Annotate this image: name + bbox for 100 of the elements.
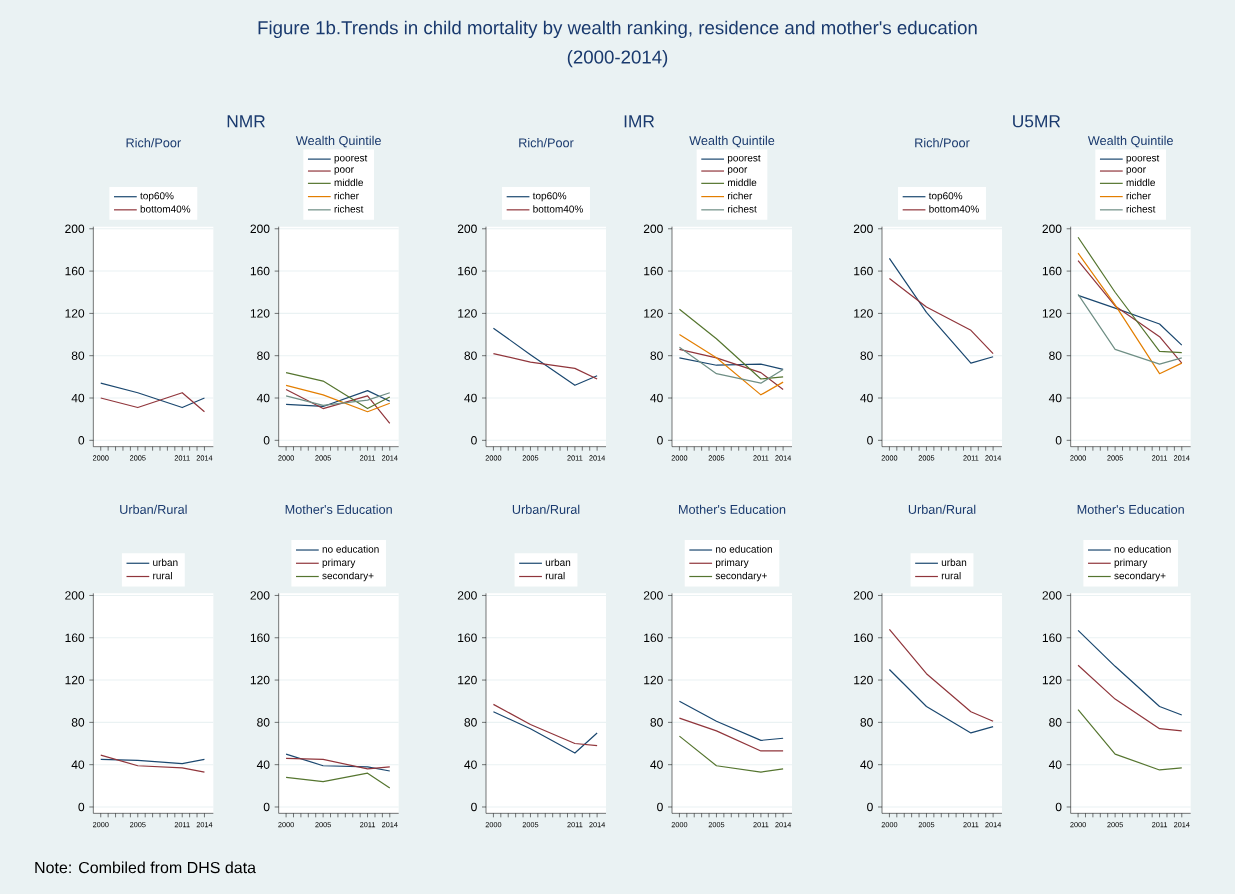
y-tick-label: 40 (71, 393, 85, 403)
y-tick-label: 120 (65, 675, 85, 685)
y-tick-label: 80 (464, 718, 477, 727)
line-series (678, 348, 784, 391)
legend-label: rural (153, 571, 172, 580)
legend-label: bottom40% (533, 205, 583, 213)
line-series (678, 333, 784, 396)
legend-label: top60% (532, 192, 567, 202)
y-tick-label: 40 (71, 760, 85, 769)
legend-label: richest (334, 205, 364, 213)
y-tick-label: 120 (458, 675, 477, 685)
y-tick-label: 200 (643, 591, 663, 600)
chart-title: Urban/Rural (512, 504, 580, 514)
chart-title: Wealth Quintile (689, 135, 775, 148)
line-series (492, 352, 598, 380)
y-tick-label: 160 (854, 633, 873, 643)
chart-title: Rich/Poor (126, 137, 181, 148)
chart-title: Mother's Education (1077, 504, 1184, 514)
y-tick-label: 0 (1055, 436, 1062, 445)
legend-label: bottom40% (140, 205, 191, 213)
y-tick-label: 80 (257, 351, 270, 360)
y-tick-label: 40 (860, 760, 873, 769)
line-series (100, 754, 206, 773)
y-tick-label: 80 (650, 351, 663, 360)
line-series (678, 308, 784, 380)
y-tick-label: 120 (644, 675, 663, 685)
y-tick-label: 0 (263, 436, 270, 445)
line-series (1077, 629, 1183, 716)
y-tick-label: 200 (1042, 591, 1062, 600)
y-tick-label: 120 (1042, 675, 1062, 685)
y-tick-label: 200 (65, 224, 85, 234)
y-tick-label: 200 (457, 591, 477, 600)
legend-label: primary (1114, 558, 1148, 568)
legend-label: no education (1114, 545, 1171, 553)
legend-label: secondary+ (322, 571, 374, 582)
line-series (888, 668, 994, 734)
legend-label: urban (153, 558, 178, 566)
line-series (1077, 293, 1183, 365)
text: IMR (624, 115, 655, 128)
y-tick-label: 40 (1048, 760, 1062, 769)
line-series (492, 711, 598, 754)
y-tick-label: 80 (650, 718, 663, 727)
y-tick-label: 120 (854, 675, 873, 685)
y-tick-label: 120 (65, 309, 85, 318)
y-tick-label: 0 (471, 802, 477, 812)
legend-label: richer (334, 191, 359, 200)
y-tick-label: 200 (1042, 224, 1062, 234)
legend-label: poorest (727, 154, 761, 164)
legend-label: top60% (140, 192, 174, 202)
legend-label: poorest (334, 154, 368, 164)
legend-label: secondary+ (1114, 571, 1166, 582)
y-tick-label: 80 (464, 351, 477, 360)
line-series (285, 757, 391, 770)
text: U5MR (1013, 115, 1061, 128)
y-tick-label: 200 (853, 224, 873, 234)
y-tick-label: 160 (644, 633, 663, 643)
y-tick-label: 0 (867, 802, 873, 812)
legend-label: urban (941, 558, 967, 566)
y-tick-label: 120 (1042, 309, 1062, 318)
legend-label: top60% (928, 192, 963, 202)
line-series (100, 392, 206, 413)
y-tick-label: 120 (250, 675, 270, 685)
chart-title: Mother's Education (285, 504, 392, 514)
y-tick-label: 160 (458, 266, 477, 276)
line-series (285, 772, 391, 789)
legend-label: middle (334, 178, 363, 187)
legend-label: urban (545, 558, 571, 566)
y-tick-label: 0 (263, 802, 270, 812)
text: (2000-2014) (567, 49, 668, 68)
line-series (1077, 709, 1183, 771)
y-tick-label: 160 (458, 633, 477, 643)
line-series (285, 384, 391, 413)
y-tick-label: 40 (464, 760, 477, 769)
legend-label: middle (727, 178, 757, 187)
y-tick-label: 0 (657, 802, 663, 812)
y-tick-label: 40 (464, 393, 477, 403)
line-series (678, 735, 784, 773)
line-series (1077, 236, 1183, 354)
line-series (678, 346, 784, 384)
y-tick-label: 160 (854, 266, 873, 276)
legend-label: richest (727, 205, 757, 213)
line-series (285, 372, 391, 410)
y-tick-label: 120 (250, 309, 270, 318)
line-series (1077, 664, 1183, 732)
y-tick-label: 40 (650, 760, 663, 769)
legend-label: richer (727, 191, 753, 200)
legend-label: richest (1126, 205, 1156, 213)
y-tick-label: 80 (860, 718, 873, 727)
legend-label: rural (941, 571, 961, 580)
y-tick-label: 80 (1049, 351, 1062, 360)
chart-title: Mother's Education (679, 504, 786, 514)
y-tick-label: 200 (457, 224, 477, 234)
legend-label: middle (1126, 178, 1155, 187)
line-series (888, 257, 994, 364)
legend-label: poor (727, 167, 748, 175)
line-series (678, 357, 784, 371)
legend-label: poor (1126, 167, 1146, 175)
y-tick-label: 160 (250, 633, 270, 643)
line-series (285, 753, 391, 772)
legend-label: bottom40% (929, 205, 979, 213)
